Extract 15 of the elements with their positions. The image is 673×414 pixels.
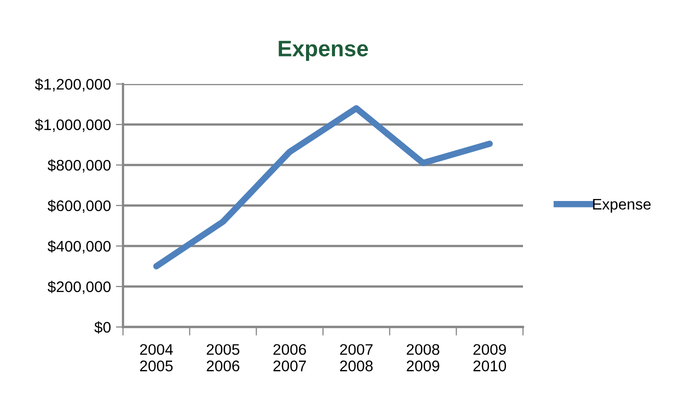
x-tick-label: 2008 2009 — [406, 344, 440, 372]
y-tick-label: $400,000 — [48, 240, 111, 254]
y-tick-label: $1,000,000 — [34, 118, 111, 132]
x-tick-label: 2009 2010 — [473, 344, 506, 372]
y-tick-label: $800,000 — [48, 159, 111, 172]
y-tick-label: $600,000 — [48, 200, 111, 213]
y-tick-label: $1,200,000 — [34, 78, 111, 92]
x-tick-label: 2006 2007 — [273, 344, 306, 372]
y-tick-label: $200,000 — [48, 280, 111, 294]
x-tick-label: 2007 2008 — [340, 344, 373, 372]
chart-title: Expense — [278, 40, 368, 61]
legend-label: Expense — [593, 198, 651, 213]
x-tick-label: 2005 2006 — [206, 344, 240, 372]
y-tick-label: $0 — [94, 321, 111, 334]
x-tick-label: 2004 2005 — [140, 344, 173, 372]
